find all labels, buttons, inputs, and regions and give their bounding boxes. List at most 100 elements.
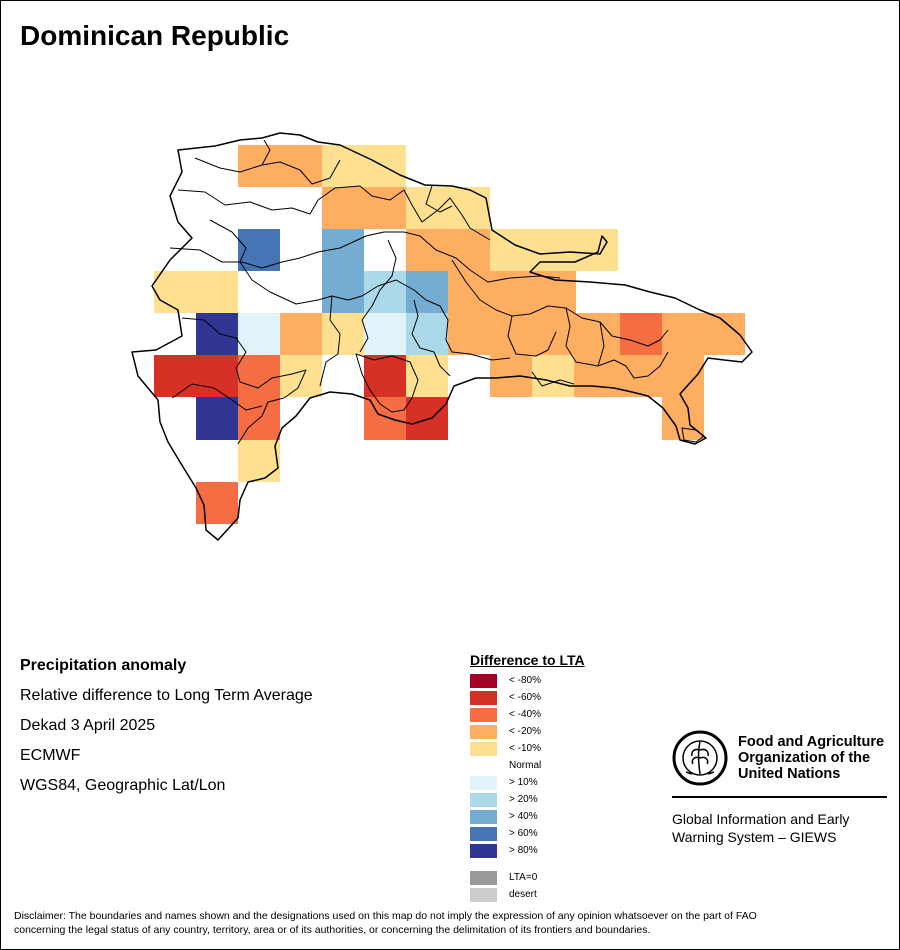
fao-name: Food and Agriculture Organization of the…: [738, 734, 884, 782]
legend-label: LTA=0: [509, 872, 538, 883]
grid-cell: [196, 313, 238, 355]
province-border: [209, 219, 511, 361]
province-border: [507, 315, 557, 357]
fao-logo-icon: [672, 730, 728, 786]
province-border: [355, 353, 419, 413]
legend-swatch: [470, 690, 497, 705]
fao-branding: Food and Agriculture Organization of the…: [672, 730, 892, 846]
province-border: [177, 185, 491, 241]
legend-label: desert: [509, 889, 537, 900]
province-border: [171, 383, 263, 411]
grid-cell: [662, 313, 745, 355]
legend-item: < -20%: [470, 723, 650, 740]
legend-title: Difference to LTA: [470, 652, 585, 668]
grid-cell: [574, 355, 704, 397]
legend-swatch: [470, 870, 497, 885]
grid-cell: [406, 313, 448, 355]
legend-label: > 10%: [509, 777, 538, 788]
grid-cell: [238, 313, 280, 355]
grid-cell: [406, 397, 448, 440]
province-border: [169, 231, 561, 283]
boundaries: [131, 132, 753, 541]
info-line: ECMWF: [20, 747, 81, 764]
legend-item: > 60%: [470, 825, 650, 842]
province-border: [181, 317, 307, 445]
info-line: Dekad 3 April 2025: [20, 717, 156, 734]
legend-swatch: [470, 741, 497, 756]
legend-item: > 80%: [470, 842, 650, 859]
legend-item: > 40%: [470, 808, 650, 825]
fao-name-line: Organization of the: [738, 750, 871, 766]
legend-item: LTA=0: [470, 869, 650, 886]
province-border: [411, 299, 451, 377]
legend-swatch: [470, 887, 497, 902]
legend-label: > 60%: [509, 828, 538, 839]
province-border: [565, 307, 669, 379]
grid-cell: [238, 355, 280, 397]
anomaly-grid: [154, 145, 745, 524]
disclaimer-line: Disclaimer: The boundaries and names sho…: [14, 910, 757, 922]
legend: Difference to LTA < -80% < -60% < -40% <…: [470, 652, 650, 903]
legend-label: > 20%: [509, 794, 538, 805]
grid-cell: [364, 271, 406, 313]
legend-item: > 10%: [470, 774, 650, 791]
grid-cell: [280, 313, 322, 355]
province-border: [319, 295, 341, 387]
legend-swatch: [470, 843, 497, 858]
fao-name-line: United Nations: [738, 766, 841, 782]
province-border: [261, 139, 271, 166]
legend-label: Normal: [509, 760, 542, 771]
legend-item: < -10%: [470, 740, 650, 757]
grid-cell: [280, 355, 322, 397]
grid-cell: [322, 187, 406, 229]
province-border: [194, 157, 341, 185]
grid-cell: [532, 355, 574, 397]
giews-line: Warning System – GIEWS: [672, 829, 837, 845]
legend-label: < -10%: [509, 743, 541, 754]
grid-cell: [406, 355, 448, 397]
legend-item: < -60%: [470, 689, 650, 706]
info-line: WGS84, Geographic Lat/Lon: [20, 777, 226, 794]
giews-label: Global Information and Early Warning Sys…: [672, 810, 892, 846]
legend-swatch: [470, 809, 497, 824]
province-border: [597, 321, 605, 367]
grid-cell: [448, 313, 620, 355]
grid-cell: [154, 271, 238, 313]
province-border: [531, 371, 575, 387]
grid-cell: [364, 355, 406, 397]
province-border: [359, 239, 397, 353]
legend-label: > 40%: [509, 811, 538, 822]
info-heading: Precipitation anomaly: [20, 657, 187, 674]
divider: [672, 796, 887, 798]
fao-name-line: Food and Agriculture: [738, 734, 885, 750]
legend-swatch: [470, 792, 497, 807]
legend-swatch: [470, 826, 497, 841]
legend-label: < -20%: [509, 726, 541, 737]
legend-item: < -80%: [470, 672, 650, 689]
grid-cell: [154, 355, 238, 397]
grid-cell: [322, 271, 364, 313]
legend-swatch: [470, 673, 497, 688]
legend-label: < -40%: [509, 709, 541, 720]
legend-item: < -40%: [470, 706, 650, 723]
legend-swatch: [470, 775, 497, 790]
province-border: [425, 185, 453, 213]
grid-cell: [238, 440, 280, 482]
legend-label: < -80%: [509, 675, 541, 686]
grid-cell: [406, 271, 448, 313]
grid-cell: [364, 313, 406, 355]
legend-swatch: [470, 707, 497, 722]
island-outline: [681, 427, 705, 443]
disclaimer: Disclaimer: The boundaries and names sho…: [14, 909, 889, 937]
info-line: Relative difference to Long Term Average: [20, 687, 313, 704]
legend-item: desert: [470, 886, 650, 903]
legend-label: < -60%: [509, 692, 541, 703]
grid-cell: [196, 397, 238, 440]
map-info: Precipitation anomaly Relative differenc…: [20, 655, 313, 805]
page-title: Dominican Republic: [20, 20, 290, 51]
country-outline: [131, 132, 753, 541]
grid-cell: [364, 397, 406, 440]
grid-cell: [490, 229, 618, 271]
legend-item: > 20%: [470, 791, 650, 808]
